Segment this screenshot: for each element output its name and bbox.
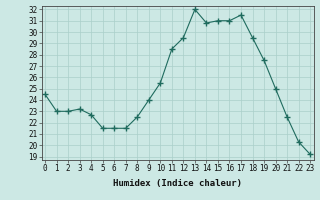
X-axis label: Humidex (Indice chaleur): Humidex (Indice chaleur) bbox=[113, 179, 242, 188]
